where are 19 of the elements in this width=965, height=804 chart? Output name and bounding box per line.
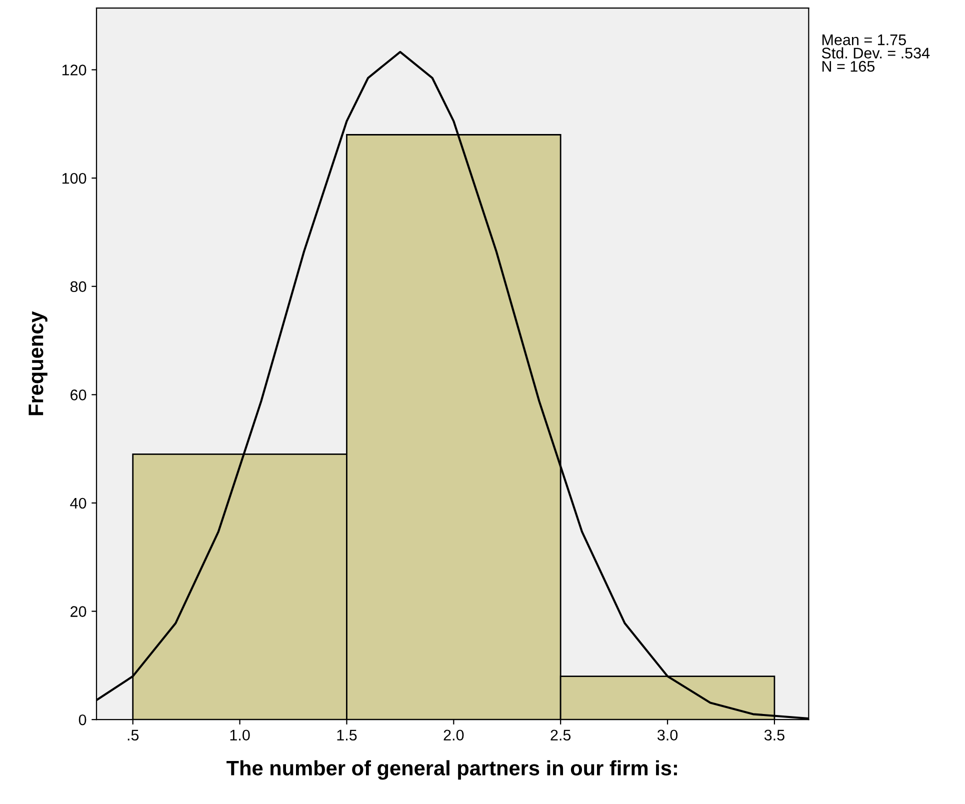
y-tick-label: 120 [62,64,86,76]
x-tick-label: 3.0 [657,730,678,741]
y-tick-label: 60 [70,390,86,400]
text: Std. Dev. = .534 [822,47,930,58]
y-tick-label: 0 [78,714,86,726]
y-tick-label: 40 [70,498,86,509]
x-tick-label: .5 [128,730,139,741]
text: N = 165 [822,60,875,72]
x-tick-label: 1.0 [230,730,250,741]
x-tick-label: 2.5 [550,730,571,741]
x-tick-label: 3.5 [764,730,784,741]
x-tick-label: 2.0 [444,730,464,741]
y-tick-label: 80 [70,281,86,292]
x-tick-label: 1.5 [337,730,357,741]
y-tick-label: 20 [70,606,86,617]
y-tick-label: 100 [62,172,86,184]
x-axis-title: The number of general partners in our firm is: [226,760,677,780]
y-axis-title: Frequency [28,311,48,416]
text: Mean = 1.75 [822,34,906,46]
